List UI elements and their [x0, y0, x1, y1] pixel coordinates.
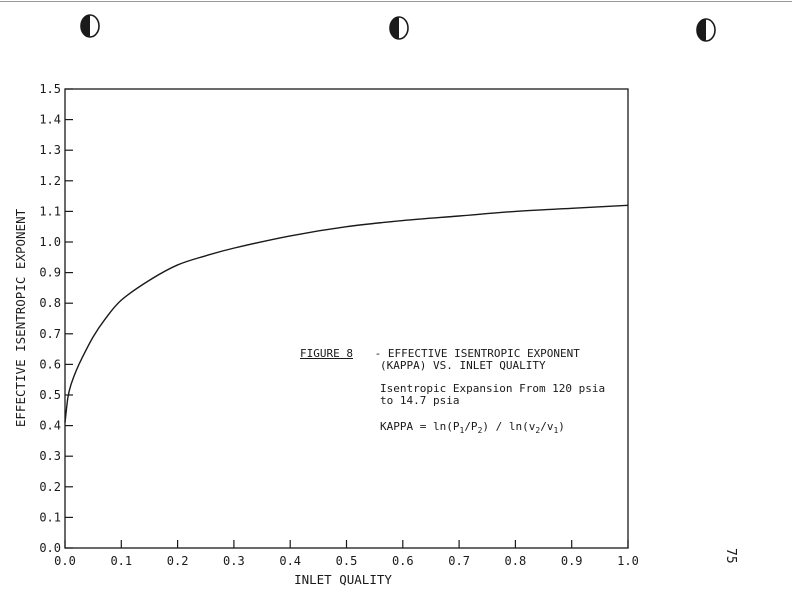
series-layer — [64, 204, 629, 423]
y-tick-label: 0.7 — [39, 327, 61, 341]
x-tick-label: 0.5 — [336, 554, 358, 568]
y-tick-label: 0.0 — [39, 541, 61, 555]
x-axis-label: INLET QUALITY — [294, 572, 392, 587]
y-tick-label: 0.2 — [39, 480, 61, 494]
binder-hole-icon — [80, 14, 100, 38]
y-axis: 0.0 0.1 0.2 0.3 0.4 0.5 0.6 0.7 0.8 0.9 1.0 1.1 1.2 1… — [39, 82, 73, 555]
x-tick-label: 0.4 — [279, 554, 301, 568]
figure-description-line2: to 14.7 psia — [380, 394, 460, 407]
y-tick-label: 0.5 — [39, 388, 61, 402]
y-tick-label: 0.1 — [39, 510, 61, 524]
kappa-series-line — [64, 204, 629, 423]
y-tick-label: 1.2 — [39, 174, 61, 188]
x-tick-label: 1.0 — [617, 554, 639, 568]
x-tick-label: 0.0 — [54, 554, 76, 568]
y-tick-label: 1.4 — [39, 113, 61, 127]
x-tick-label: 0.7 — [448, 554, 470, 568]
x-tick-label: 0.6 — [392, 554, 414, 568]
figure-title-line2: (KAPPA) VS. INLET QUALITY — [380, 359, 546, 372]
x-tick-label: 0.9 — [561, 554, 583, 568]
page-top-edge — [0, 1, 792, 2]
figure-description: Isentropic Expansion From 120 psia — [380, 382, 606, 395]
x-tick-label: 0.2 — [167, 554, 189, 568]
y-tick-label: 0.6 — [39, 357, 61, 371]
formula-part: ) — [558, 420, 565, 433]
y-tick-label: 1.3 — [39, 143, 61, 157]
x-axis: 0.0 0.1 0.2 0.3 0.4 0.5 0.6 0.7 0.8 0.9 1.0 — [54, 540, 639, 568]
y-tick-label: 1.5 — [39, 82, 61, 96]
plot-border — [64, 88, 629, 549]
formula-part: /v — [540, 420, 554, 433]
plot-frame — [64, 88, 629, 549]
formula-part: KAPPA = ln(P — [380, 420, 460, 433]
y-axis-label: EFFECTIVE ISENTROPIC EXPONENT — [13, 208, 28, 427]
x-tick-label: 0.8 — [505, 554, 527, 568]
formula-part: ) / ln(v — [482, 420, 536, 433]
page-number: 75 — [723, 548, 738, 564]
y-tick-label: 0.4 — [39, 419, 61, 433]
x-tick-label: 0.3 — [223, 554, 245, 568]
y-tick-label: 0.9 — [39, 266, 61, 280]
binder-hole-icon — [389, 16, 409, 40]
kappa-formula: KAPPA = ln(P1/P2) / ln(v2/v1) — [380, 420, 565, 435]
y-tick-label: 1.0 — [39, 235, 61, 249]
figure-title: - EFFECTIVE ISENTROPIC EXPONENT — [368, 347, 580, 360]
x-tick-label: 0.1 — [110, 554, 132, 568]
formula-subscript: 1 — [553, 426, 559, 435]
formula-subscript: 1 — [459, 426, 465, 435]
figure-label: FIGURE 8 — [300, 347, 353, 360]
binder-hole-icon — [696, 18, 716, 42]
y-tick-label: 0.8 — [39, 296, 61, 310]
y-tick-label: 1.1 — [39, 204, 61, 218]
y-tick-label: 0.3 — [39, 449, 61, 463]
formula-subscript: 2 — [535, 426, 541, 435]
formula-part: /P — [464, 420, 478, 433]
formula-subscript: 2 — [477, 426, 483, 435]
